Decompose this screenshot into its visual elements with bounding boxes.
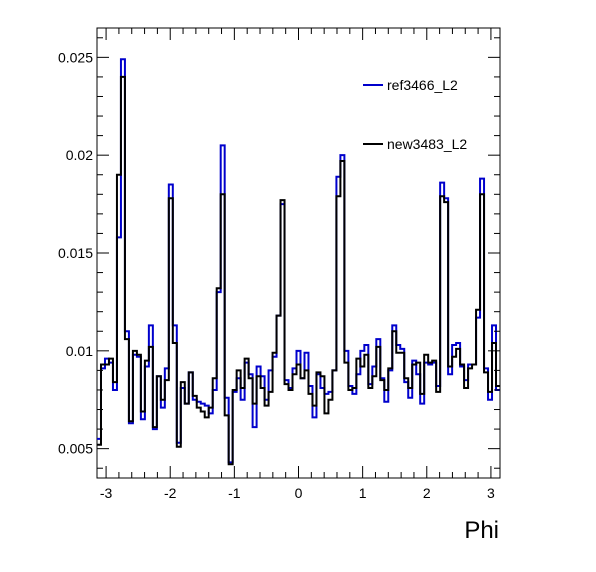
legend-label-ref: ref3466_L2 [387,77,458,93]
y-tick-label: 0.01 [66,343,93,359]
y-tick-label: 0.02 [66,147,93,163]
x-tick-label: -2 [164,485,177,501]
legend-label-new: new3483_L2 [387,136,467,152]
x-tick-label: 0 [295,485,303,501]
y-tick-label: 0.015 [58,245,93,261]
y-tick-label: 0.005 [58,441,93,457]
series-line-new [97,75,500,466]
legend: ref3466_L2 new3483_L2 [358,62,488,166]
x-tick-label: 1 [359,485,367,501]
legend-box [358,62,488,166]
y-tick-label: 0.025 [58,49,93,65]
axis-layer: 0.005 0.01 0.015 0.02 0.025 -3 -2 -1 0 1 2 3 [58,28,500,501]
x-tick-label: -3 [100,485,113,501]
x-tick-label: 2 [423,485,431,501]
x-tick-label: 3 [487,485,495,501]
x-axis-title: Phi [464,517,499,544]
x-tick-label: -1 [228,485,241,501]
series-layer [97,58,500,466]
